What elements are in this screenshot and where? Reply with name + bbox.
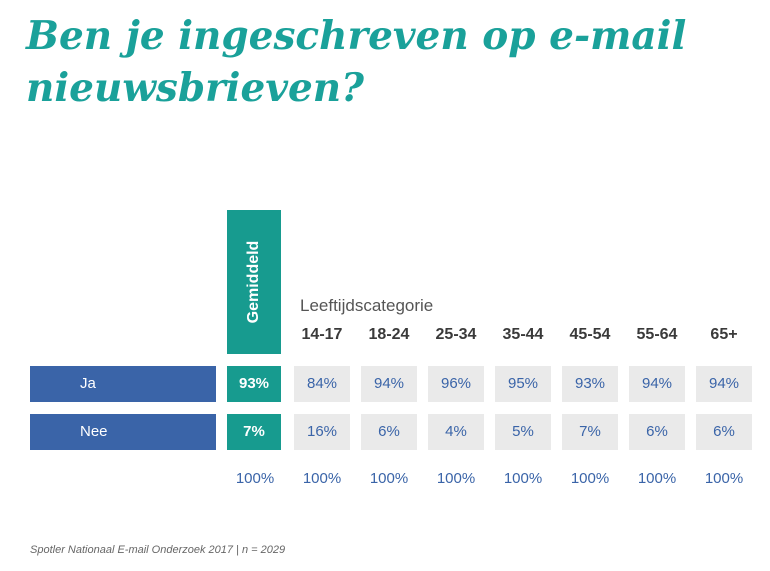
total-cell-6: 100%: [704, 470, 744, 487]
value-cell-ja-2: 96%: [428, 366, 484, 402]
value-cell-ja-6: 94%: [696, 366, 752, 402]
row-label-nee: Nee: [30, 414, 216, 450]
value-cell-nee-1: 6%: [361, 414, 417, 450]
total-cell-1: 100%: [369, 470, 409, 487]
column-header-65plus: 65+: [710, 326, 738, 343]
source-note: Spotler Nationaal E-mail Onderzoek 2017 …: [30, 544, 286, 556]
value-cell-nee-4: 7%: [562, 414, 618, 450]
column-header-55-64: 55-64: [636, 326, 678, 343]
total-cell-2: 100%: [436, 470, 476, 487]
total-cell-0: 100%: [302, 470, 342, 487]
average-cell-ja: 93%: [227, 366, 281, 402]
average-cell-nee: 7%: [227, 414, 281, 450]
chart-title: Ben je ingeschreven op e-mail nieuwsbrie…: [26, 13, 687, 111]
column-header-18-24: 18-24: [368, 326, 410, 343]
row-label-ja: Ja: [30, 366, 216, 402]
column-header-25-34: 25-34: [435, 326, 477, 343]
total-average: 100%: [235, 470, 275, 487]
total-cell-3: 100%: [503, 470, 543, 487]
column-header-45-54: 45-54: [569, 326, 611, 343]
value-cell-nee-3: 5%: [495, 414, 551, 450]
value-cell-ja-0: 84%: [294, 366, 350, 402]
age-group-title: Leeftijdscategorie: [300, 296, 434, 315]
value-cell-ja-4: 93%: [562, 366, 618, 402]
value-cell-nee-6: 6%: [696, 414, 752, 450]
average-column-header: Gemiddeld: [227, 210, 281, 354]
value-cell-ja-3: 95%: [495, 366, 551, 402]
column-header-35-44: 35-44: [502, 326, 544, 343]
row-label-text: Ja: [80, 375, 96, 392]
row-label-text: Nee: [80, 423, 108, 440]
total-cell-5: 100%: [637, 470, 677, 487]
column-header-14-17: 14-17: [301, 326, 343, 343]
value-cell-ja-5: 94%: [629, 366, 685, 402]
average-column-label: Gemiddeld: [245, 240, 262, 324]
value-cell-nee-0: 16%: [294, 414, 350, 450]
total-cell-4: 100%: [570, 470, 610, 487]
value-cell-nee-5: 6%: [629, 414, 685, 450]
value-cell-nee-2: 4%: [428, 414, 484, 450]
value-cell-ja-1: 94%: [361, 366, 417, 402]
